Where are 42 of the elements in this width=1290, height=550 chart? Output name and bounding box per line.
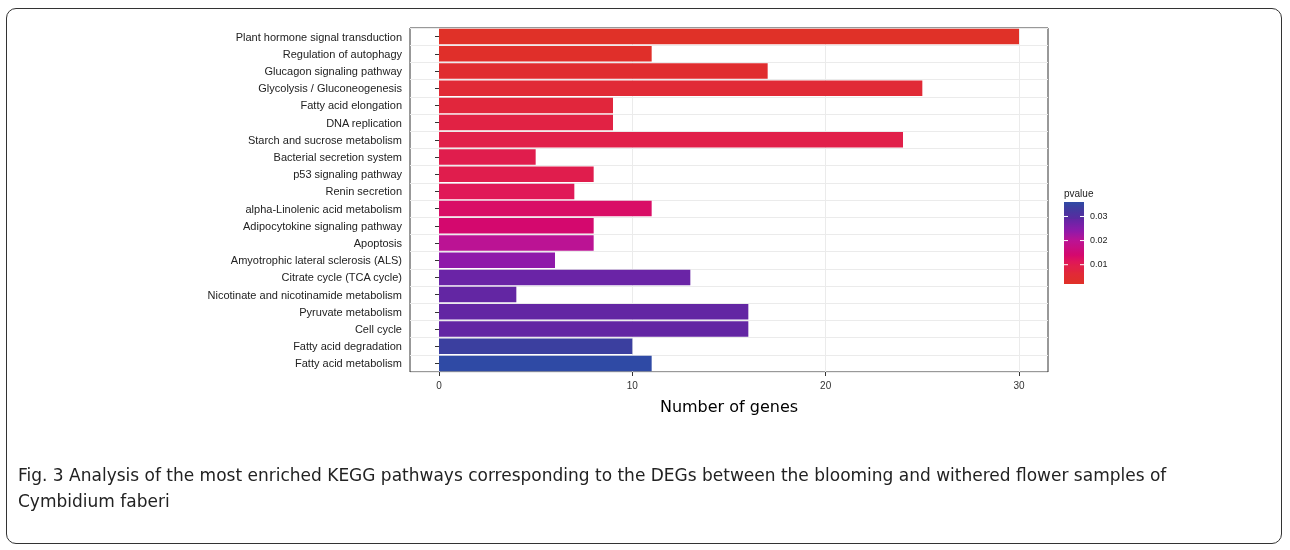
bar — [439, 355, 652, 372]
bar — [439, 338, 633, 354]
y-tick-label: Fatty acid elongation — [300, 99, 402, 112]
bar — [439, 286, 517, 303]
y-tick-label: Regulation of autophagy — [282, 47, 403, 60]
y-tick-label: Plant hormone signal transduction — [235, 30, 402, 43]
y-tick-label: Bacterial secretion system — [273, 151, 402, 163]
y-tick-label: Cell cycle — [354, 323, 402, 335]
bar — [439, 218, 594, 234]
y-tick-label: Starch and sucrose metabolism — [247, 133, 402, 146]
bar — [439, 114, 613, 131]
y-tick-label: Adipocytokine signaling pathway — [243, 219, 403, 232]
y-tick-label: Glucagon signaling pathway — [264, 65, 403, 77]
y-tick-label: Nicotinate and nicotinamide metabolism — [207, 288, 402, 301]
bar — [439, 200, 652, 217]
y-tick-label: Fatty acid degradation — [293, 340, 402, 353]
color-bar-title: pvalue — [1064, 187, 1094, 199]
bar — [439, 28, 1019, 45]
x-tick-label: 10 — [626, 379, 639, 391]
bar — [439, 269, 691, 286]
color-bar-label: 0.01 — [1090, 259, 1108, 270]
bar — [439, 97, 613, 114]
y-tick-label: p53 signaling pathway — [293, 168, 403, 181]
y-tick-label: Apoptosis — [353, 237, 403, 249]
x-tick-label: 30 — [1013, 379, 1025, 391]
y-tick-label: Renin secretion — [325, 185, 402, 198]
bar — [439, 235, 594, 251]
y-tick-label: Fatty acid metabolism — [295, 357, 402, 370]
y-tick-label: Glycolysis / Gluconeogenesis — [258, 82, 403, 95]
y-tick-label: DNA replication — [326, 116, 402, 129]
y-tick-label: Amyotrophic lateral sclerosis (ALS) — [230, 254, 402, 267]
y-tick-label: alpha-Linolenic acid metabolism — [245, 202, 402, 215]
color-bar-label: 0.02 — [1090, 235, 1108, 246]
y-tick-label: Pyruvate metabolism — [299, 305, 402, 318]
x-tick-label: 20 — [820, 379, 832, 391]
x-axis-title: Number of genes — [659, 396, 799, 416]
caption: Fig. 3 Analysis of the most enriched KEGG pathways corresponding to the DEGs between the blooming and withered flower samples of Cymbidium faberi — [18, 464, 1168, 513]
x-tick-label: 0 — [436, 379, 443, 391]
y-tick-label: Citrate cycle (TCA cycle) — [281, 271, 402, 284]
bar — [439, 252, 555, 268]
bar — [439, 183, 575, 200]
color-bar-label: 0.03 — [1090, 210, 1108, 221]
